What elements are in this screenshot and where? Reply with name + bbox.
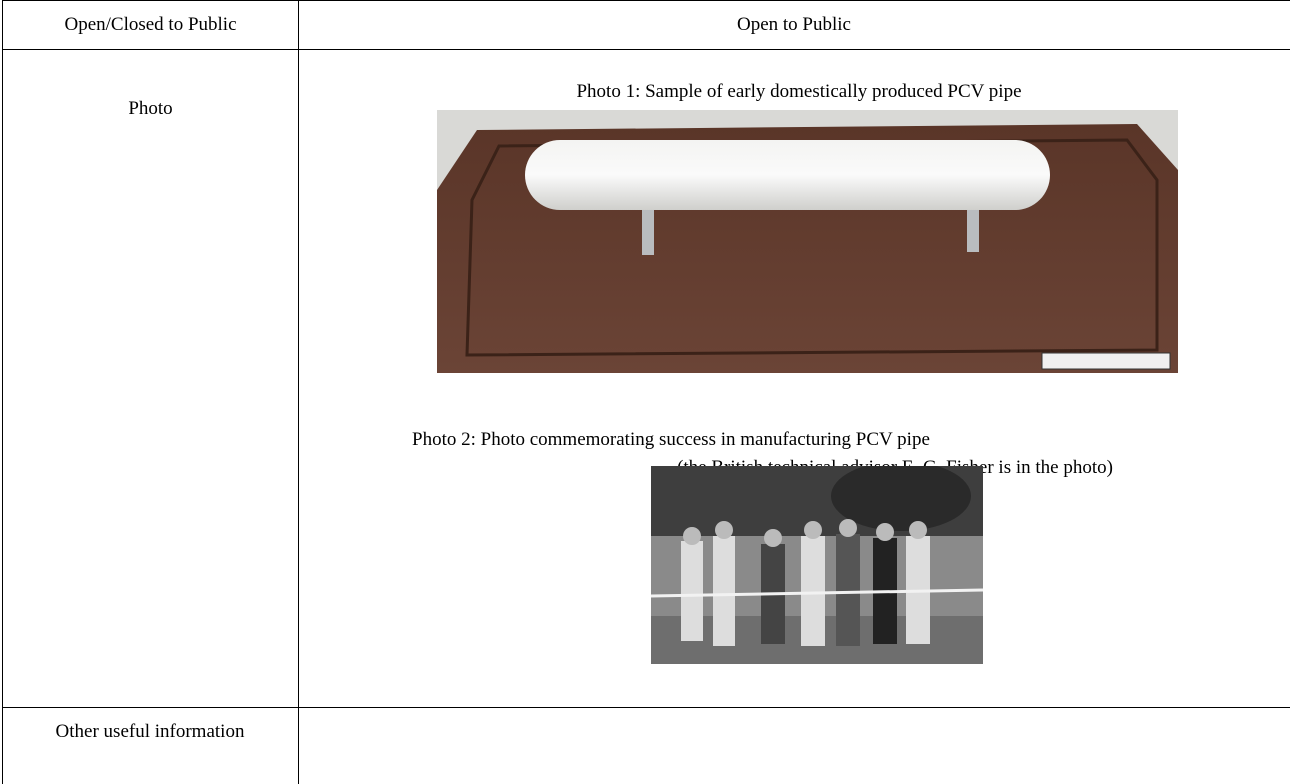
rule — [2, 0, 3, 784]
rule — [2, 49, 1290, 50]
cell-text: Open to Public — [737, 14, 851, 35]
row-label: Photo — [128, 98, 173, 119]
photo-pipe — [437, 110, 1178, 373]
photo-caption: Photo 1: Sample of early domestically pr… — [576, 81, 1022, 102]
rule — [2, 0, 1290, 1]
row-label: Other useful information — [55, 721, 245, 742]
rule — [298, 0, 299, 784]
photo-caption: Photo 2: Photo commemorating success in … — [412, 429, 930, 450]
row-label: Open/Closed to Public — [64, 14, 237, 35]
photo-group — [651, 466, 983, 664]
rule — [2, 707, 1290, 708]
